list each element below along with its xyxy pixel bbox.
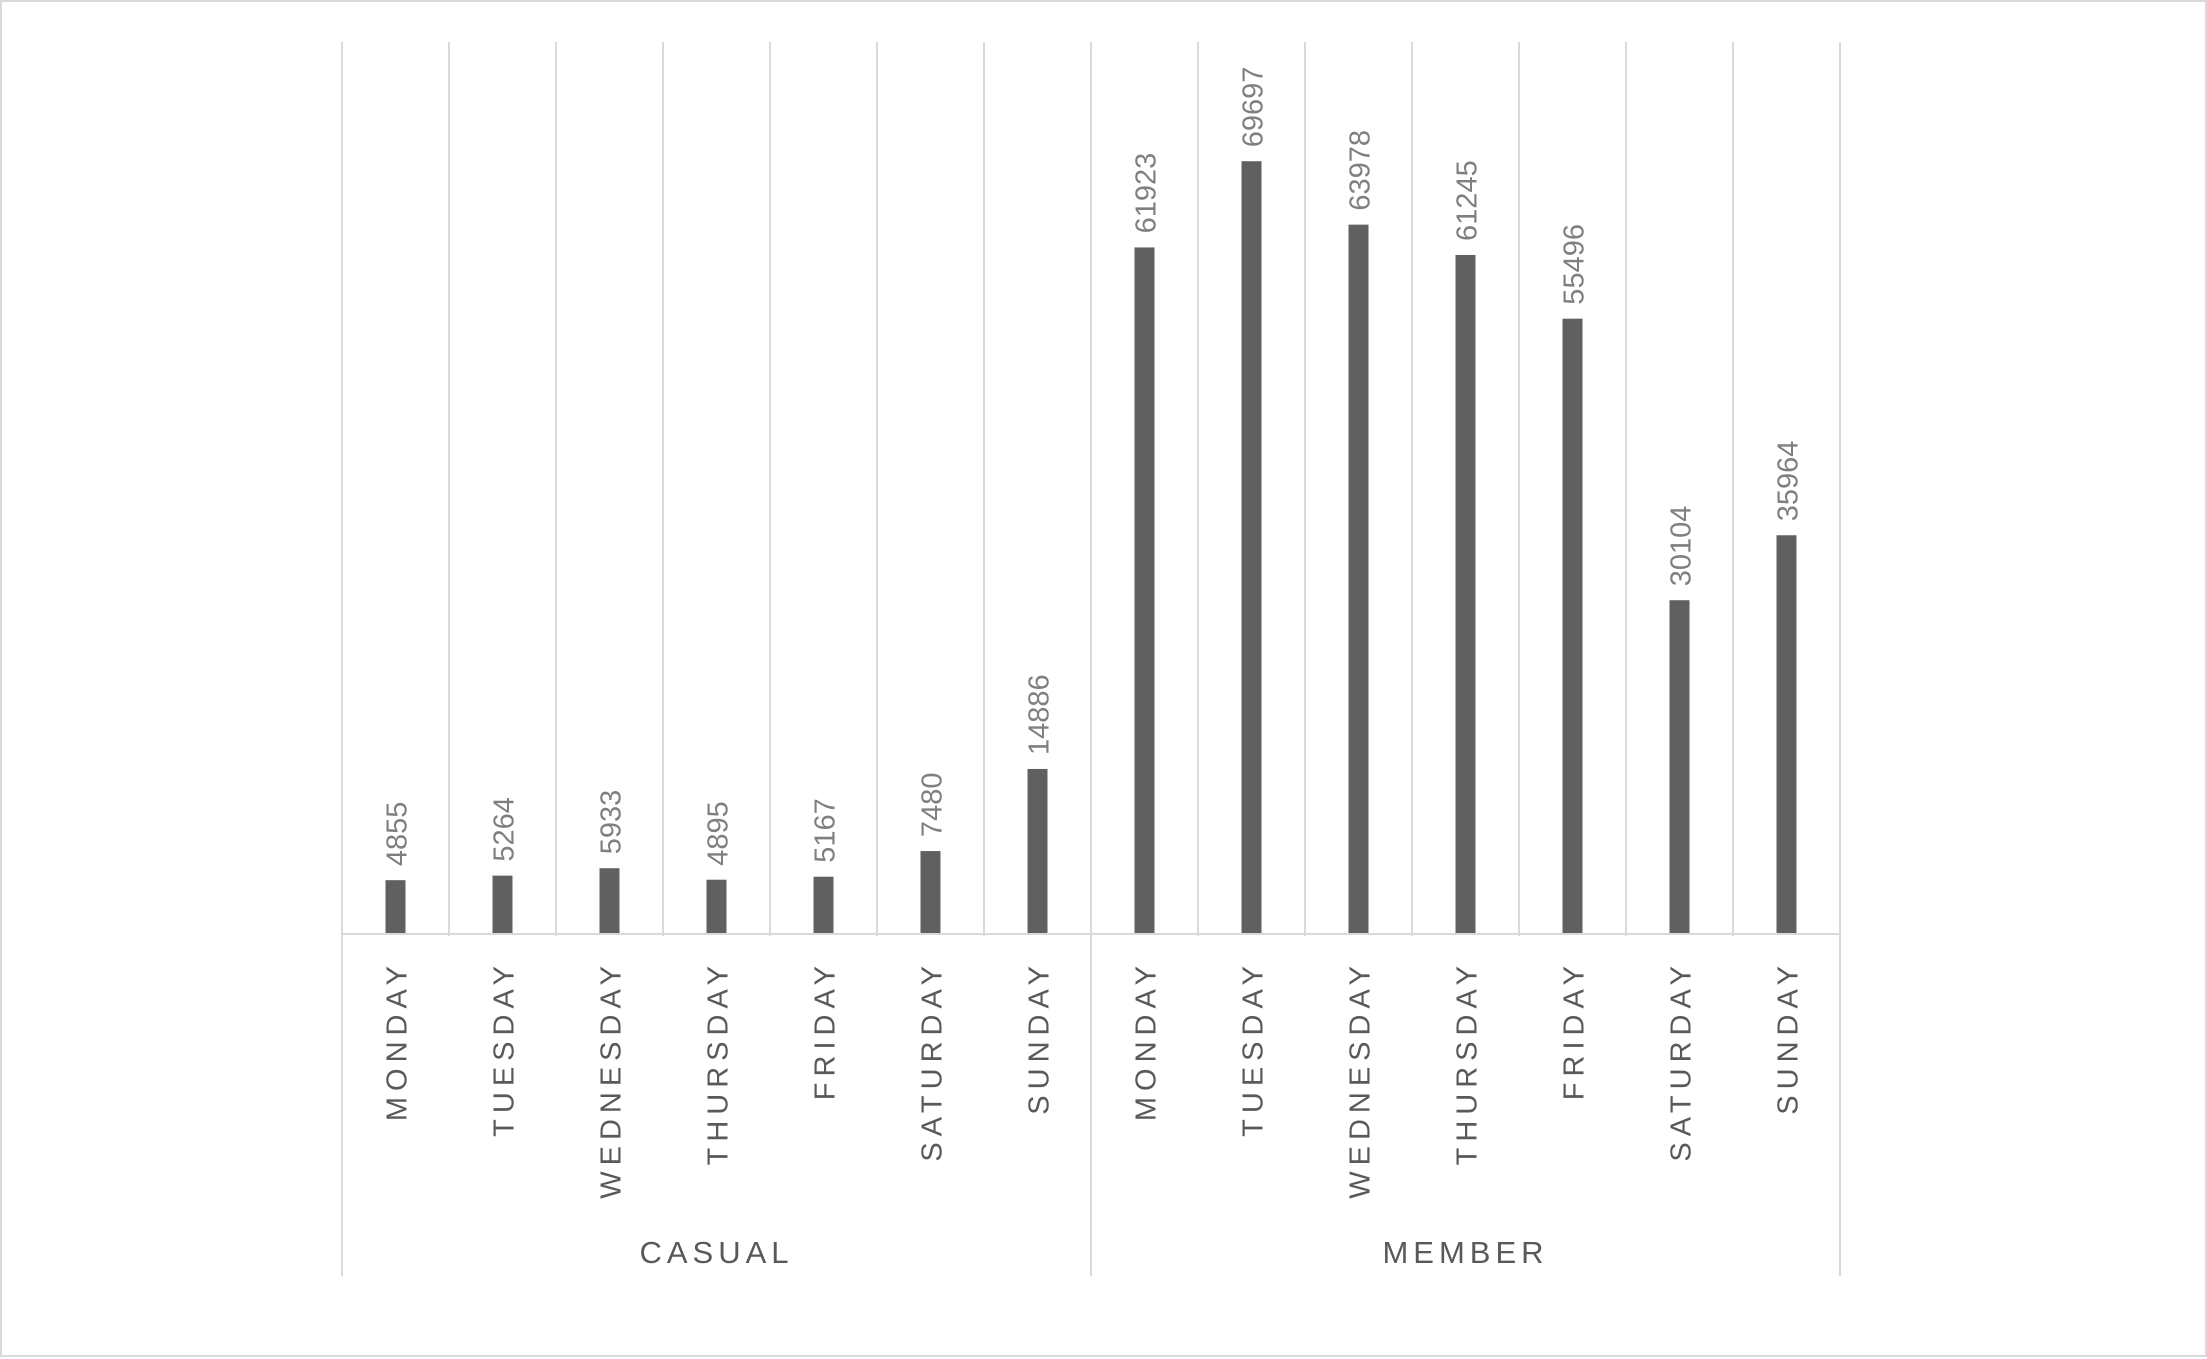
bars xyxy=(385,161,1797,935)
category-tick-label: MONDAY xyxy=(382,960,414,1121)
data-label: 63978 xyxy=(1345,130,1377,211)
group-label: MEMBER xyxy=(1382,1235,1548,1270)
bar xyxy=(492,875,513,934)
bar xyxy=(1669,600,1690,934)
category-tick-label: TUESDAY xyxy=(1238,960,1270,1137)
data-labels: 4855 5264 5933 4895 5167 7480 14886 61923 69697 6… xyxy=(382,67,1805,867)
data-label: 30104 xyxy=(1666,506,1698,587)
bar xyxy=(1455,254,1476,935)
category-tick-label: WEDNESDAY xyxy=(1345,960,1377,1199)
bar xyxy=(599,868,620,934)
category-tick-label: SATURDAY xyxy=(1666,960,1698,1162)
bar xyxy=(920,851,941,934)
category-axis: MONDAY TUESDAY WEDNESDAY THURSDAY FRIDAY SATU… xyxy=(342,933,1840,1270)
data-label: 61245 xyxy=(1452,160,1484,241)
data-label: 61923 xyxy=(1131,153,1163,234)
category-tick-label: FRIDAY xyxy=(810,960,842,1100)
data-label: 4855 xyxy=(382,802,414,867)
bar xyxy=(813,876,834,934)
category-tick-label: WEDNESDAY xyxy=(596,960,628,1199)
category-tick-label: TUESDAY xyxy=(489,960,521,1137)
data-label: 5933 xyxy=(596,790,628,855)
data-label: 5264 xyxy=(489,797,521,862)
category-tick-label: SUNDAY xyxy=(1773,960,1805,1115)
group-label: CASUAL xyxy=(639,1235,793,1270)
bar xyxy=(1348,224,1369,934)
category-tick-label: THURSDAY xyxy=(1452,960,1484,1165)
grid-lines xyxy=(341,42,1841,1276)
data-label: 4895 xyxy=(703,801,735,866)
bar xyxy=(1027,768,1048,934)
category-tick-label: MONDAY xyxy=(1131,960,1163,1121)
data-label: 14886 xyxy=(1024,674,1056,755)
category-tick-label: FRIDAY xyxy=(1559,960,1591,1100)
data-label: 7480 xyxy=(917,773,949,838)
data-label: 35964 xyxy=(1773,441,1805,522)
category-tick-label: SATURDAY xyxy=(917,960,949,1162)
bar xyxy=(1134,247,1155,935)
data-label: 69697 xyxy=(1238,67,1270,148)
data-label: 5167 xyxy=(810,798,842,863)
bar xyxy=(706,879,727,934)
bar xyxy=(385,880,406,934)
data-label: 55496 xyxy=(1559,224,1591,305)
bar xyxy=(1776,535,1797,934)
category-tick-label: SUNDAY xyxy=(1024,960,1056,1115)
bar xyxy=(1562,318,1583,934)
category-tick-label: THURSDAY xyxy=(703,960,735,1165)
bar xyxy=(1241,161,1262,935)
